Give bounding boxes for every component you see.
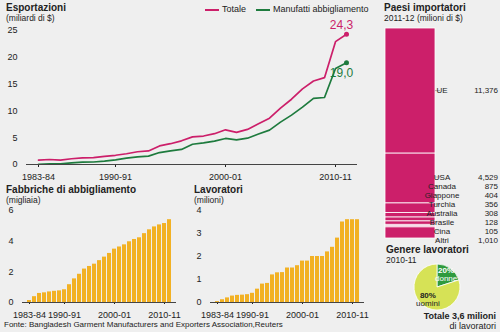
svg-text:2: 2 — [196, 251, 201, 261]
svg-text:Cina: Cina — [434, 227, 451, 236]
svg-text:6: 6 — [8, 205, 13, 215]
svg-text:2000-01: 2000-01 — [286, 310, 319, 320]
svg-text:2010-11: 2010-11 — [319, 172, 351, 182]
html-text:Paesi importatori: Paesi importatori — [384, 2, 466, 13]
svg-text:10: 10 — [7, 106, 17, 116]
svg-text:19,0: 19,0 — [330, 66, 354, 80]
svg-text:4,529: 4,529 — [478, 173, 499, 182]
html-text:Manufatti abbigliamento: Manufatti abbigliamento — [273, 4, 369, 14]
svg-text:1983-84: 1983-84 — [13, 310, 46, 320]
html-text:di lavoratori: di lavoratori — [449, 321, 496, 331]
svg-text:2010-11: 2010-11 — [336, 310, 368, 320]
html-text:2011-12 (milioni di $): 2011-12 (milioni di $) — [384, 13, 463, 23]
svg-text:875: 875 — [485, 182, 499, 191]
svg-text:404: 404 — [485, 191, 499, 200]
svg-text:0: 0 — [196, 297, 201, 307]
svg-text:4: 4 — [8, 236, 13, 246]
svg-text:Brasile: Brasile — [430, 218, 455, 227]
svg-text:1983-84: 1983-84 — [201, 310, 234, 320]
svg-text:3: 3 — [196, 228, 201, 238]
svg-text:24,3: 24,3 — [330, 18, 354, 32]
svg-text:356: 356 — [485, 200, 499, 209]
svg-text:20: 20 — [7, 52, 17, 62]
svg-text:Altri: Altri — [435, 236, 449, 245]
svg-text:128: 128 — [485, 218, 499, 227]
html-text:Esportazioni: Esportazioni — [6, 2, 66, 13]
svg-text:1990-91: 1990-91 — [236, 310, 269, 320]
svg-text:308: 308 — [485, 209, 499, 218]
svg-text:5: 5 — [12, 133, 17, 143]
html-text:Fonte: Bangladesh Garment Manu: Fonte: Bangladesh Garment Manufacturers … — [4, 320, 283, 329]
html-text:Genere lavoratori: Genere lavoratori — [386, 244, 469, 255]
svg-text:2010-11: 2010-11 — [148, 310, 180, 320]
svg-text:11,376: 11,376 — [474, 86, 498, 95]
svg-text:0: 0 — [8, 297, 13, 307]
svg-text:Canada: Canada — [428, 182, 457, 191]
svg-text:Australia: Australia — [426, 209, 458, 218]
svg-text:20%donne: 20%donne — [435, 266, 458, 283]
svg-text:0: 0 — [12, 159, 17, 169]
svg-text:1990-91: 1990-91 — [99, 172, 132, 182]
html-text:Fabbriche di abbigliamento: Fabbriche di abbigliamento — [6, 184, 136, 195]
svg-text:80%uomini: 80%uomini — [416, 291, 440, 308]
svg-text:2000-01: 2000-01 — [98, 310, 131, 320]
svg-text:Giappone: Giappone — [425, 191, 460, 200]
html-text:Lavoratori: Lavoratori — [194, 184, 243, 195]
svg-text:1983-84: 1983-84 — [22, 172, 55, 182]
html-text:(miliardi di $): (miliardi di $) — [6, 13, 55, 23]
svg-text:1990-91: 1990-91 — [48, 310, 81, 320]
svg-text:UE: UE — [436, 86, 447, 95]
html-text:2010-11: 2010-11 — [386, 255, 417, 265]
svg-text:15: 15 — [7, 79, 17, 89]
svg-text:4: 4 — [196, 205, 201, 215]
svg-text:Turchia: Turchia — [429, 200, 456, 209]
svg-text:25: 25 — [7, 25, 17, 35]
html-text:(migliaia): (migliaia) — [6, 195, 41, 205]
html-text:(milioni): (milioni) — [194, 195, 224, 205]
svg-text:2: 2 — [8, 267, 13, 277]
svg-text:105: 105 — [485, 227, 499, 236]
svg-text:USA: USA — [434, 173, 451, 182]
svg-text:1,010: 1,010 — [478, 236, 499, 245]
html-text:Totale 3,6 milioni: Totale 3,6 milioni — [423, 311, 496, 321]
svg-text:2000-01: 2000-01 — [209, 172, 242, 182]
html-text:Totale: Totale — [222, 4, 246, 14]
svg-text:1: 1 — [196, 274, 201, 284]
